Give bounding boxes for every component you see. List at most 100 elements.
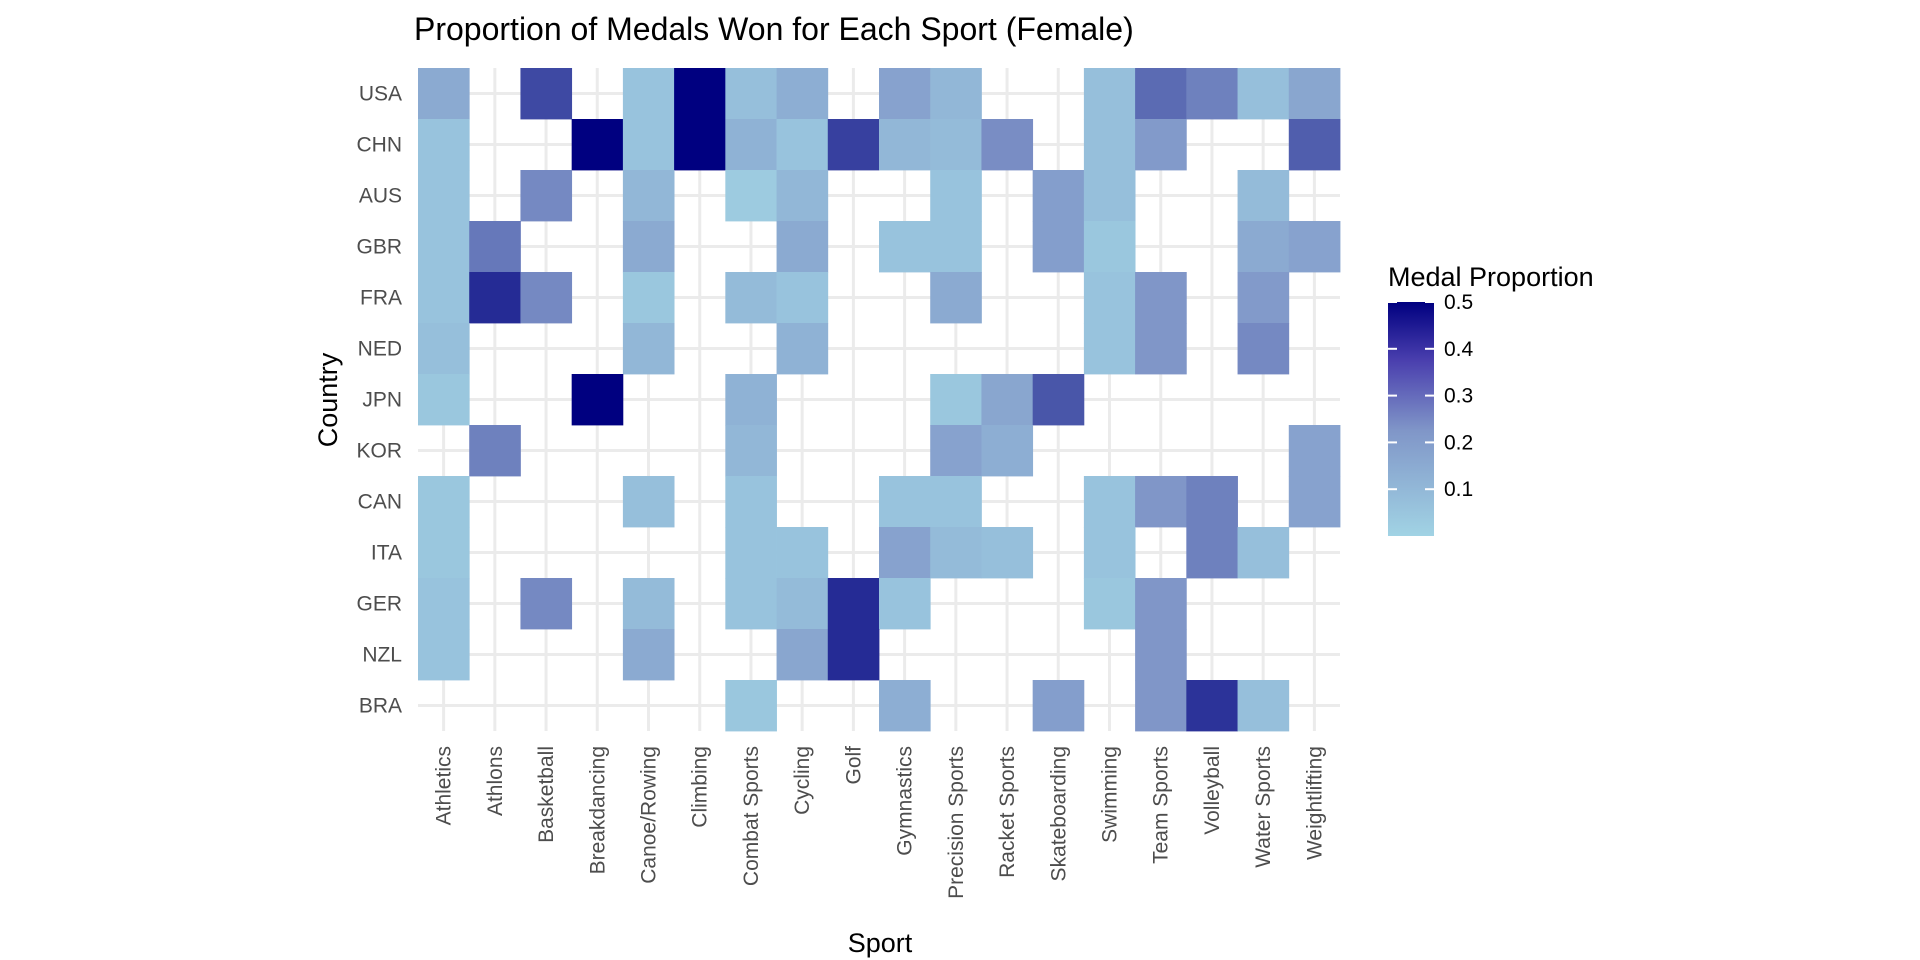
y-tick-label: NED — [358, 338, 402, 361]
heatmap-cell — [776, 68, 829, 120]
heatmap-cell — [879, 119, 931, 171]
heatmap-cell — [1288, 476, 1341, 528]
heatmap-cell — [981, 119, 1034, 171]
heatmap-cell — [776, 170, 829, 222]
heatmap-cell — [469, 272, 521, 324]
heatmap-cell — [930, 119, 982, 171]
legend-tick-label: 0.5 — [1444, 291, 1473, 314]
heatmap-cell — [879, 680, 931, 732]
heatmap-cell — [879, 476, 931, 528]
heatmap-cell — [1135, 680, 1187, 732]
x-tick-label: Weightlifting — [1303, 746, 1326, 860]
x-tick-label: Team Sports — [1150, 746, 1173, 864]
heatmap-cell — [1135, 578, 1187, 630]
heatmap-cell — [1083, 170, 1136, 222]
heatmap-cell — [725, 476, 777, 528]
heatmap-cell — [1237, 68, 1290, 120]
heatmap-cell — [1135, 629, 1187, 681]
x-tick-label: Skateboarding — [1047, 746, 1070, 881]
heatmap-cell — [1135, 119, 1187, 171]
heatmap-cell — [1288, 425, 1341, 477]
heatmap-cell — [622, 221, 675, 273]
legend-title: Medal Proportion — [1388, 262, 1594, 292]
heatmap-cell — [725, 680, 777, 732]
x-axis-title: Sport — [848, 928, 913, 958]
heatmap-cell — [1237, 170, 1290, 222]
legend-tick-label: 0.2 — [1444, 431, 1473, 454]
y-tick-label: GER — [356, 593, 402, 616]
x-tick-label: Climbing — [689, 746, 712, 828]
heatmap-cell — [1135, 476, 1187, 528]
heatmap-cell — [418, 527, 470, 579]
heatmap-cell — [776, 629, 829, 681]
heatmap-cell — [1237, 272, 1290, 324]
y-tick-label: NZL — [362, 644, 402, 667]
heatmap-cell — [418, 629, 470, 681]
heatmap-cell — [418, 323, 470, 375]
x-tick-label: Breakdancing — [586, 746, 609, 874]
heatmap-cell — [1083, 221, 1136, 273]
x-tick-label: Swimming — [1099, 746, 1122, 843]
heatmap-cell — [1237, 221, 1290, 273]
heatmap-cell — [930, 170, 982, 222]
chart-title: Proportion of Medals Won for Each Sport … — [414, 11, 1134, 47]
heatmap-cells — [418, 68, 1341, 732]
heatmap-cell — [622, 68, 675, 120]
heatmap-cell — [725, 119, 777, 171]
heatmap-cell — [827, 629, 880, 681]
heatmap-cell — [827, 119, 880, 171]
y-tick-label: FRA — [360, 287, 402, 310]
heatmap-cell — [1083, 68, 1136, 120]
legend-tick-label: 0.4 — [1444, 338, 1474, 361]
heatmap-cell — [1135, 323, 1187, 375]
heatmap-cell — [879, 221, 931, 273]
heatmap-cell — [1083, 323, 1136, 375]
x-tick-label: Combat Sports — [740, 746, 763, 886]
heatmap-cell — [827, 578, 880, 630]
heatmap-cell — [418, 374, 470, 426]
x-tick-label: Athletics — [433, 746, 456, 825]
y-tick-label: USA — [359, 83, 402, 106]
y-tick-label: CHN — [357, 134, 403, 157]
x-tick-label: Golf — [842, 746, 865, 785]
heatmap-cell — [1135, 68, 1187, 120]
heatmap-cell — [725, 68, 777, 120]
heatmap-cell — [469, 425, 521, 477]
heatmap-cell — [981, 425, 1034, 477]
y-tick-label: ITA — [371, 542, 402, 565]
legend-colorbar — [1388, 302, 1434, 536]
x-tick-label: Water Sports — [1252, 746, 1275, 868]
heatmap-cell — [776, 527, 829, 579]
heatmap-cell — [981, 374, 1034, 426]
heatmap-cell — [674, 119, 726, 171]
heatmap-cell — [1032, 680, 1085, 732]
heatmap-cell — [879, 527, 931, 579]
heatmap-cell — [1186, 527, 1238, 579]
heatmap-cell — [1083, 476, 1136, 528]
heatmap-cell — [520, 170, 573, 222]
heatmap-cell — [930, 68, 982, 120]
heatmap-cell — [930, 374, 982, 426]
legend-tick-label: 0.1 — [1444, 478, 1473, 501]
heatmap-cell — [418, 221, 470, 273]
x-tick-label: Racket Sports — [996, 746, 1019, 878]
heatmap-cell — [930, 221, 982, 273]
heatmap-cell — [1237, 527, 1290, 579]
heatmap-cell — [776, 323, 829, 375]
heatmap-cell — [1032, 170, 1085, 222]
heatmap-cell — [622, 629, 675, 681]
heatmap-cell — [1083, 578, 1136, 630]
y-tick-label: JPN — [362, 389, 402, 412]
y-tick-label: AUS — [359, 185, 402, 208]
heatmap-cell — [1186, 476, 1238, 528]
heatmap-cell — [879, 578, 931, 630]
x-axis-ticks: Athletics Athlons Basketball Breakdancing Ca… — [433, 746, 1327, 899]
x-tick-label: Gymnastics — [894, 746, 917, 856]
heatmap-cell — [1288, 119, 1341, 171]
heatmap-cell — [725, 170, 777, 222]
heatmap-cell — [418, 578, 470, 630]
heatmap-cell — [622, 272, 675, 324]
heatmap-cell — [981, 527, 1034, 579]
x-tick-label: Precision Sports — [945, 746, 968, 899]
x-tick-label: Cycling — [791, 746, 814, 815]
